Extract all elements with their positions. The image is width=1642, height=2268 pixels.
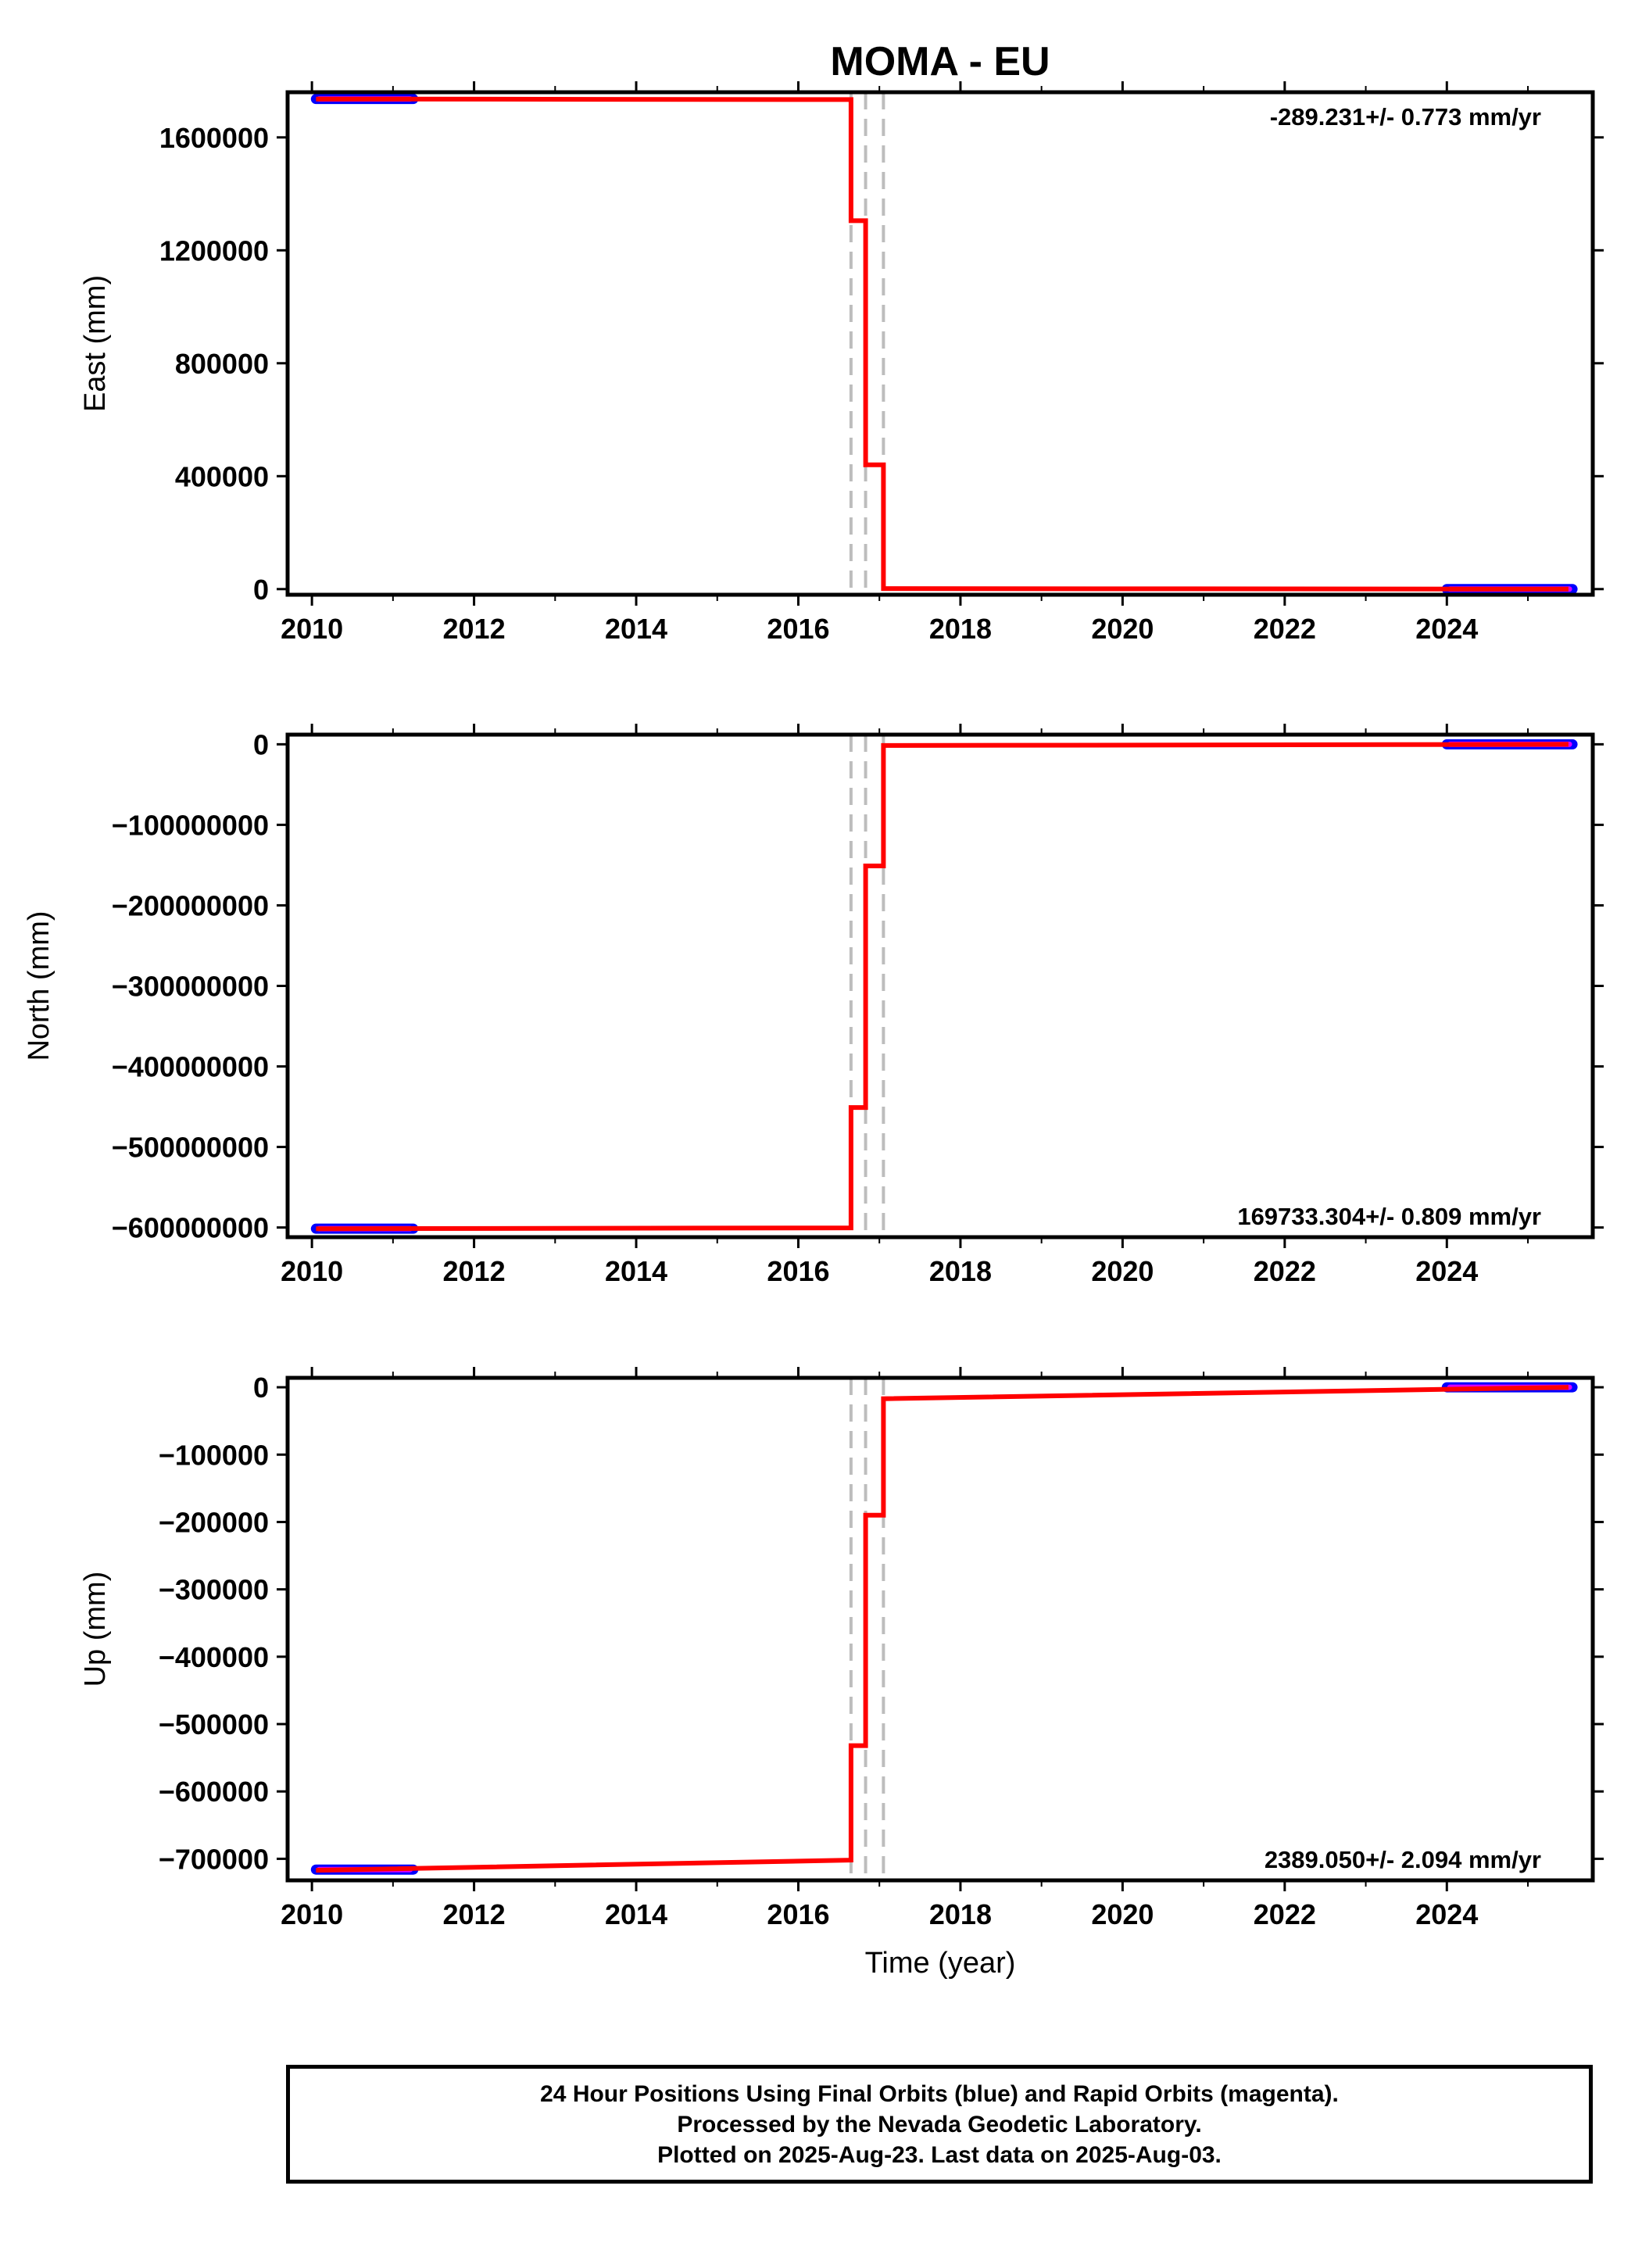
east-x-tick-label-2016: 2016 bbox=[767, 613, 829, 645]
up-y-tick-label-6: −600000 bbox=[159, 1776, 269, 1808]
east-x-tick-label-2012: 2012 bbox=[443, 613, 506, 645]
up-x-tick-label-2018: 2018 bbox=[929, 1898, 992, 1930]
up-model-line bbox=[316, 1385, 1569, 1873]
north-plot-area bbox=[310, 735, 1578, 1237]
east-panel: 2010 2012 2014 2016 2018 2020 2022 2024 0 400000 8… bbox=[79, 81, 1604, 645]
north-x-tick-label-2020: 2020 bbox=[1091, 1255, 1154, 1287]
up-y-tick-label-2: −200000 bbox=[159, 1506, 269, 1538]
east-rate-annotation: -289.231+/- 0.773 mm/yr bbox=[1270, 103, 1541, 131]
up-y-tick-label-0: 0 bbox=[253, 1372, 269, 1404]
up-rate-annotation: 2389.050+/- 2.094 mm/yr bbox=[1265, 1846, 1541, 1873]
caption-line-1: 24 Hour Positions Using Final Orbits (bl… bbox=[540, 2080, 1339, 2107]
north-x-tick-label-2014: 2014 bbox=[605, 1255, 667, 1287]
east-x-tick-label-2020: 2020 bbox=[1091, 613, 1154, 645]
up-x-tick-label-2016: 2016 bbox=[767, 1898, 829, 1930]
up-axes-frame bbox=[285, 1375, 1595, 1883]
north-model-line bbox=[316, 742, 1569, 1232]
north-y-tick-label-4: −400000000 bbox=[112, 1051, 269, 1083]
north-y-tick-label-1: −100000000 bbox=[112, 809, 269, 841]
north-axes-frame bbox=[285, 732, 1595, 1240]
up-x-tick-label-2012: 2012 bbox=[443, 1898, 506, 1930]
up-y-tick-label-4: −400000 bbox=[159, 1641, 269, 1673]
east-y-tick-label-1: 400000 bbox=[175, 460, 269, 492]
figure-title: MOMA - EU bbox=[830, 39, 1050, 84]
east-x-tick-label-2022: 2022 bbox=[1254, 613, 1316, 645]
east-model-line bbox=[316, 96, 1569, 592]
east-y-tick-label-3: 1200000 bbox=[159, 234, 269, 267]
east-x-tick-label-2018: 2018 bbox=[929, 613, 992, 645]
north-y-tick-label-3: −300000000 bbox=[112, 971, 269, 1003]
up-y-tick-label-7: −700000 bbox=[159, 1843, 269, 1875]
north-y-tick-label-2: −200000000 bbox=[112, 889, 269, 921]
east-x-tick-label-2014: 2014 bbox=[605, 613, 667, 645]
up-y-tick-label-3: −300000 bbox=[159, 1574, 269, 1606]
north-y-tick-label-5: −500000000 bbox=[112, 1132, 269, 1164]
north-x-tick-label-2012: 2012 bbox=[443, 1255, 506, 1287]
up-y-tick-label-1: −100000 bbox=[159, 1439, 269, 1471]
up-y-axis-label: Up (mm) bbox=[79, 1572, 112, 1687]
up-plot-area bbox=[310, 1378, 1578, 1880]
up-x-tick-label-2022: 2022 bbox=[1254, 1898, 1316, 1930]
north-y-tick-label-0: 0 bbox=[253, 728, 269, 760]
up-x-tick-label-2020: 2020 bbox=[1091, 1898, 1154, 1930]
up-x-tick-label-2024: 2024 bbox=[1415, 1898, 1478, 1930]
up-y-tick-label-5: −500000 bbox=[159, 1708, 269, 1740]
east-y-tick-label-0: 0 bbox=[253, 574, 269, 606]
north-x-tick-label-2016: 2016 bbox=[767, 1255, 829, 1287]
up-x-axis-label: Time (year) bbox=[865, 1947, 1016, 1980]
east-axes-frame bbox=[285, 90, 1595, 597]
east-y-axis-label: East (mm) bbox=[79, 275, 112, 412]
east-x-tick-label-2010: 2010 bbox=[281, 613, 343, 645]
north-rate-annotation: 169733.304+/- 0.809 mm/yr bbox=[1237, 1203, 1541, 1230]
north-x-tick-label-2010: 2010 bbox=[281, 1255, 343, 1287]
east-y-tick-label-4: 1600000 bbox=[159, 122, 269, 154]
caption-line-2: Processed by the Nevada Geodetic Laborat… bbox=[677, 2111, 1202, 2137]
up-x-tick-label-2014: 2014 bbox=[605, 1898, 667, 1930]
east-plot-area bbox=[310, 92, 1578, 595]
north-panel: 2010 2012 2014 2016 2018 2020 2022 2024 0 −100000… bbox=[23, 724, 1604, 1287]
east-y-tick-label-2: 800000 bbox=[175, 348, 269, 380]
caption-line-3: Plotted on 2025-Aug-23. Last data on 202… bbox=[657, 2141, 1222, 2168]
north-y-axis-label: North (mm) bbox=[23, 910, 55, 1061]
north-x-tick-label-2018: 2018 bbox=[929, 1255, 992, 1287]
east-x-tick-label-2024: 2024 bbox=[1415, 613, 1478, 645]
north-x-tick-label-2024: 2024 bbox=[1415, 1255, 1478, 1287]
north-y-tick-label-6: −600000000 bbox=[112, 1212, 269, 1244]
caption-box: 24 Hour Positions Using Final Orbits (bl… bbox=[286, 2065, 1593, 2184]
up-panel: 2010 2012 2014 2016 2018 2020 2022 2024 0 −100000… bbox=[79, 1367, 1604, 1980]
up-x-tick-label-2010: 2010 bbox=[281, 1898, 343, 1930]
north-x-tick-label-2022: 2022 bbox=[1254, 1255, 1316, 1287]
